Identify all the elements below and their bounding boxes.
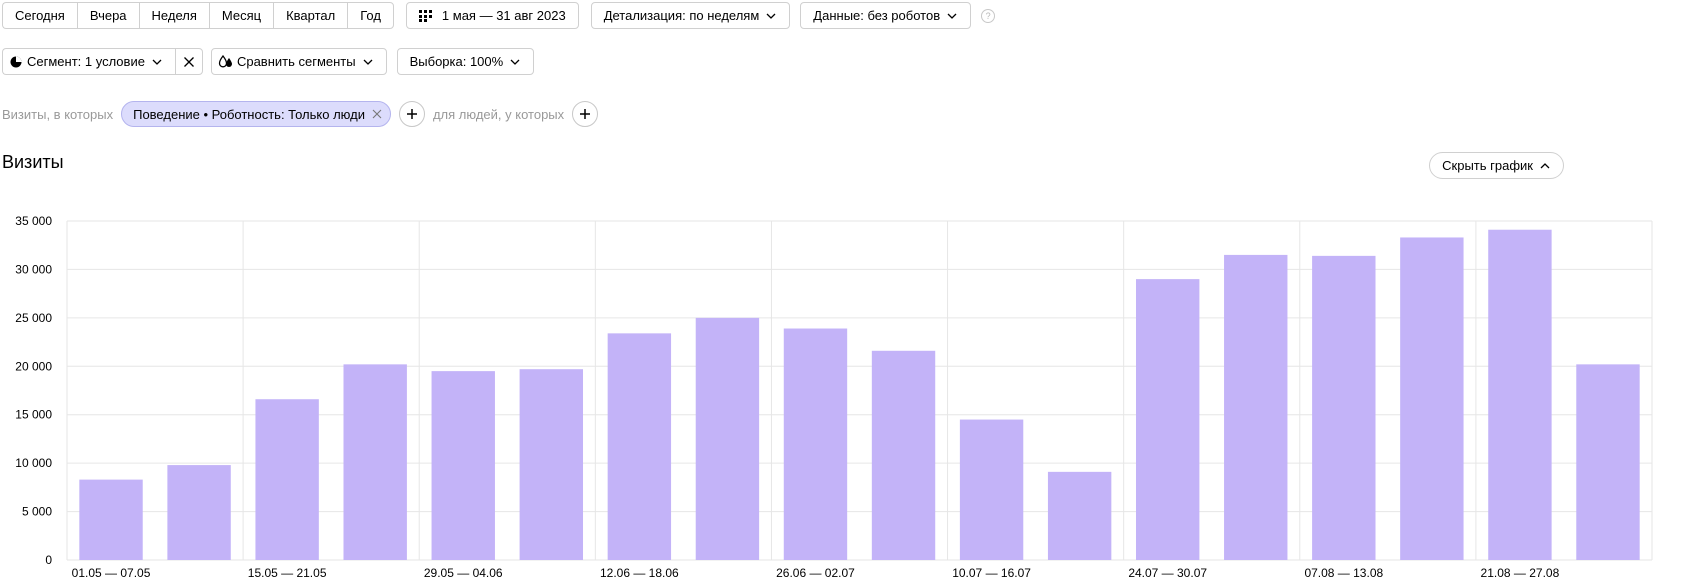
y-tick-label: 25 000 [15,311,52,325]
segment-row: Сегмент: 1 условие Сравнить сегменты Выб… [2,48,535,75]
segment-group: Сегмент: 1 условие [2,48,203,75]
data-filter-dropdown[interactable]: Данные: без роботов [800,2,972,29]
x-tick-label: 12.06 — 18.06 [600,566,679,580]
pie-chart-icon [10,56,22,67]
bar[interactable] [1047,471,1112,560]
for-people-label: для людей, у которых [432,106,565,122]
y-tick-label: 30 000 [15,262,52,276]
condition-label: Поведение • Роботность: Только люди [133,106,365,122]
chevron-down-icon [947,13,957,19]
bar[interactable] [959,419,1024,560]
visits-where-label: Визиты, в которых [2,106,114,122]
y-tick-label: 0 [45,553,52,567]
chevron-down-icon [363,59,373,65]
period-today[interactable]: Сегодня [2,2,77,29]
toolbar-row: Сегодня Вчера Неделя Месяц Квартал Год 1… [2,2,996,29]
x-tick-label: 01.05 — 07.05 [72,566,151,580]
x-tick-label: 24.07 — 30.07 [1128,566,1207,580]
x-axis-ticks: 01.05 — 07.05 15.05 — 21.05 29.05 — 04.06 1… [72,566,1560,580]
period-quarter[interactable]: Квартал [273,2,348,29]
bar[interactable] [783,328,848,560]
y-tick-label: 15 000 [15,408,52,422]
add-people-condition-button[interactable] [572,101,599,127]
bar[interactable] [1312,255,1376,560]
drops-icon [218,55,232,68]
y-tick-label: 35 000 [15,214,52,228]
date-range-label: 1 мая — 31 авг 2023 [441,8,566,23]
plus-icon [580,109,591,119]
y-tick-label: 5 000 [22,505,52,519]
bar[interactable] [1400,237,1464,561]
x-tick-label: 26.06 — 02.07 [776,566,855,580]
bar[interactable] [1488,229,1552,560]
y-tick-label: 20 000 [15,359,52,373]
bar[interactable] [871,350,936,560]
period-week[interactable]: Неделя [138,2,209,29]
chevron-down-icon [510,59,520,65]
x-tick-label: 29.05 — 04.06 [424,566,503,580]
bar[interactable] [1576,364,1640,560]
plus-icon [406,109,417,119]
period-yesterday[interactable]: Вчера [76,2,139,29]
bar[interactable] [343,364,407,560]
calendar-icon [418,9,432,22]
bar[interactable] [519,369,584,560]
bar[interactable] [607,333,672,560]
detail-label: Детализация: по неделям [603,8,760,23]
period-month[interactable]: Месяц [208,2,274,29]
x-tick-label: 15.05 — 21.05 [248,566,327,580]
chevron-down-icon [766,13,776,19]
hide-chart-label: Скрыть график [1442,158,1533,173]
condition-chip[interactable]: Поведение • Роботность: Только люди [121,101,391,127]
bar[interactable] [167,465,231,560]
bar[interactable] [79,479,143,560]
close-icon[interactable] [372,109,382,119]
chart-grid [66,220,1653,561]
data-filter-label: Данные: без роботов [813,8,941,23]
bar[interactable] [695,317,760,560]
bar[interactable] [431,371,495,560]
y-tick-label: 10 000 [15,456,52,470]
segment-clear-button[interactable] [174,48,203,75]
x-tick-label: 21.08 — 27.08 [1481,566,1560,580]
hide-chart-button[interactable]: Скрыть график [1429,152,1564,179]
chart-bars [79,229,1640,561]
period-selector: Сегодня Вчера Неделя Месяц Квартал Год [2,2,394,29]
bar[interactable] [255,399,319,560]
bar[interactable] [1224,254,1288,560]
date-range-button[interactable]: 1 мая — 31 авг 2023 [405,2,579,29]
sample-dropdown[interactable]: Выборка: 100% [396,48,535,75]
detail-dropdown[interactable]: Детализация: по неделям [590,2,791,29]
report-title: Визиты [2,152,64,172]
add-visit-condition-button[interactable] [398,101,425,127]
y-axis-ticks: 0 5 000 10 000 15 000 20 000 25 000 30 000 35 0… [15,214,52,567]
compare-segments-button[interactable]: Сравнить сегменты [210,48,387,75]
segment-button[interactable]: Сегмент: 1 условие [2,48,175,75]
condition-row: Визиты, в которых Поведение • Роботность… [2,101,599,127]
segment-label: Сегмент: 1 условие [27,54,145,69]
chevron-up-icon [1540,162,1550,168]
help-icon[interactable]: ? [981,8,996,23]
chevron-down-icon [152,59,162,65]
x-tick-label: 10.07 — 16.07 [952,566,1031,580]
close-icon [183,56,194,67]
period-year[interactable]: Год [347,2,394,29]
bar[interactable] [1135,279,1200,560]
sample-label: Выборка: 100% [409,54,504,69]
x-tick-label: 07.08 — 13.08 [1304,566,1383,580]
compare-label: Сравнить сегменты [236,54,356,69]
